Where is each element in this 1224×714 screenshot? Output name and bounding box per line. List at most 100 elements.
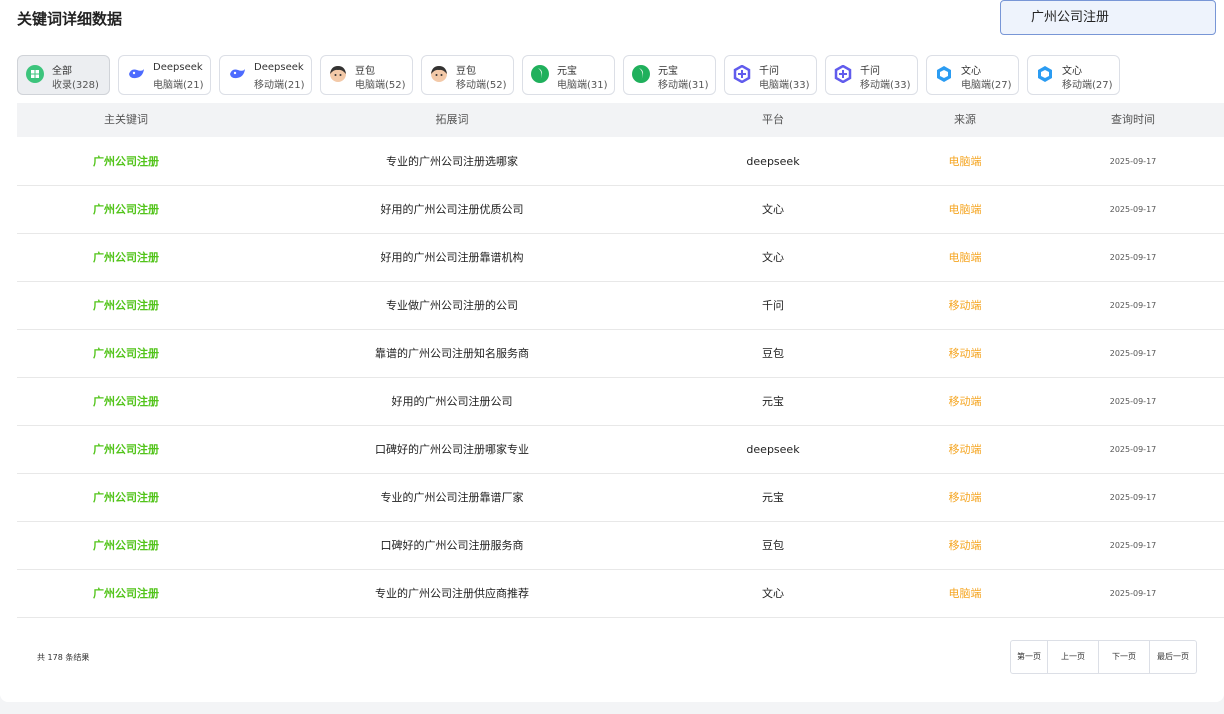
- table-cell: 广州公司注册: [93, 443, 159, 456]
- table-cell: 移动端: [948, 299, 982, 312]
- table-cell: 广州公司注册: [93, 347, 159, 360]
- table-cell: 文心: [762, 587, 784, 600]
- table-cell: 移动端: [948, 443, 982, 456]
- table-cell: 专业的广州公司注册选哪家: [386, 155, 518, 168]
- filter-label: 移动端(27): [1062, 80, 1113, 91]
- table-cell: 专业的广州公司注册供应商推荐: [375, 587, 529, 600]
- table-cell: 广州公司注册: [93, 299, 159, 312]
- header-cell: 来源: [954, 113, 976, 126]
- header-cell: 主关键词: [104, 113, 148, 126]
- table-row: 广州公司注册 好用的广州公司注册公司 元宝 移动端 2025-09-17: [17, 378, 1224, 426]
- page-button[interactable]: 上一页: [1047, 641, 1098, 673]
- table-cell: 电脑端: [948, 251, 982, 264]
- filter-button[interactable]: 千问移动端(33): [825, 55, 918, 95]
- table-cell: deepseek: [746, 155, 800, 168]
- table-header: 主关键词 拓展词 平台 来源 查询时间: [17, 103, 1224, 137]
- filter-name: 元宝: [557, 66, 577, 77]
- table-cell: 电脑端: [948, 587, 982, 600]
- filter-button[interactable]: 全部 收录(328): [17, 55, 110, 95]
- platform-icon: [834, 65, 852, 83]
- table-cell: 移动端: [948, 491, 982, 504]
- table-cell: 靠谱的广州公司注册知名服务商: [375, 347, 529, 360]
- page-button[interactable]: 第一页: [1017, 652, 1041, 661]
- filter-name: Deepseek: [153, 62, 203, 73]
- filter-button[interactable]: 文心移动端(27): [1027, 55, 1120, 95]
- table-cell: 电脑端: [948, 203, 982, 216]
- filter-name: 豆包: [355, 66, 375, 77]
- filter-name: 千问: [860, 66, 880, 77]
- table-row: 广州公司注册 专业的广州公司注册供应商推荐 文心 电脑端 2025-09-17: [17, 570, 1224, 618]
- platform-icon: [230, 69, 245, 79]
- table-cell: 2025-09-17: [1109, 397, 1157, 406]
- filter-button[interactable]: 文心电脑端(27): [926, 55, 1019, 95]
- filter-button[interactable]: 豆包移动端(52): [421, 55, 514, 95]
- table-cell: 2025-09-17: [1109, 205, 1157, 214]
- filter-button[interactable]: 元宝移动端(31): [623, 55, 716, 95]
- filter-button[interactable]: Deepseek 电脑端(21): [118, 55, 211, 95]
- filter-label: 移动端(21): [254, 80, 305, 91]
- table-cell: 好用的广州公司注册公司: [391, 395, 513, 408]
- table-cell: 豆包: [762, 539, 784, 552]
- filter-label: 电脑端(21): [153, 80, 204, 91]
- platform-icon: [733, 65, 751, 83]
- table-row: 广州公司注册 专业的广州公司注册靠谱厂家 元宝 移动端 2025-09-17: [17, 474, 1224, 522]
- table-cell: 2025-09-17: [1109, 589, 1157, 598]
- page-button[interactable]: 最后一页: [1149, 641, 1196, 673]
- search-box[interactable]: 广州公司注册: [1000, 0, 1216, 35]
- filter-button[interactable]: 豆包电脑端(52): [320, 55, 413, 95]
- table-cell: 千问: [762, 299, 784, 312]
- filter-label: 电脑端(52): [355, 80, 406, 91]
- filter-name: 豆包: [456, 66, 476, 77]
- table-row: 广州公司注册 专业的广州公司注册选哪家 deepseek 电脑端 2025-09-17: [17, 138, 1224, 186]
- filter-label: 收录(328): [52, 80, 99, 91]
- filter-label: 电脑端(27): [961, 80, 1012, 91]
- table-cell: 电脑端: [948, 155, 982, 168]
- table-cell: deepseek: [746, 443, 800, 456]
- filter-label: 电脑端(33): [759, 80, 810, 91]
- table-cell: 广州公司注册: [93, 155, 159, 168]
- table-cell: 好用的广州公司注册优质公司: [380, 203, 524, 216]
- filter-name: 文心: [961, 66, 981, 77]
- table-cell: 广州公司注册: [93, 203, 159, 216]
- filter-name: 元宝: [658, 66, 678, 77]
- filter-button[interactable]: 千问电脑端(33): [724, 55, 817, 95]
- filter-button[interactable]: 元宝电脑端(31): [522, 55, 615, 95]
- table-cell: 广州公司注册: [93, 251, 159, 264]
- pagination: 第一页 上一页 下一页 最后一页: [1010, 640, 1197, 674]
- header-cell: 拓展词: [435, 113, 469, 126]
- table-cell: 2025-09-17: [1109, 541, 1157, 550]
- filter-button[interactable]: Deepseek 移动端(21): [219, 55, 312, 95]
- platform-icon: [937, 66, 951, 82]
- table-row: 广州公司注册 专业做广州公司注册的公司 千问 移动端 2025-09-17: [17, 282, 1224, 330]
- table-cell: 2025-09-17: [1109, 157, 1157, 166]
- table-cell: 2025-09-17: [1109, 493, 1157, 502]
- filter-label: 电脑端(31): [557, 80, 608, 91]
- table-cell: 2025-09-17: [1109, 349, 1157, 358]
- table-cell: 移动端: [948, 539, 982, 552]
- table-cell: 专业的广州公司注册靠谱厂家: [380, 491, 524, 504]
- filter-label: 移动端(31): [658, 80, 709, 91]
- table-cell: 口碑好的广州公司注册服务商: [380, 539, 524, 552]
- table-cell: 移动端: [948, 395, 982, 408]
- filter-name: Deepseek: [254, 62, 304, 73]
- filter-label: 移动端(52): [456, 80, 507, 91]
- table-cell: 广州公司注册: [93, 587, 159, 600]
- filter-name: 文心: [1062, 66, 1082, 77]
- table-row: 广州公司注册 好用的广州公司注册靠谱机构 文心 电脑端 2025-09-17: [17, 234, 1224, 282]
- table-cell: 元宝: [762, 395, 784, 408]
- page-button[interactable]: 下一页: [1098, 641, 1149, 673]
- table-cell: 口碑好的广州公司注册哪家专业: [375, 443, 529, 456]
- result-count: 共 178 条结果: [37, 653, 90, 662]
- page-title: 关键词详细数据: [17, 10, 123, 28]
- filter-name: 千问: [759, 66, 779, 77]
- platform-icon: [431, 66, 447, 82]
- filter-label: 移动端(33): [860, 80, 911, 91]
- table-cell: 移动端: [948, 347, 982, 360]
- table-row: 广州公司注册 口碑好的广州公司注册哪家专业 deepseek 移动端 2025-09-1…: [17, 426, 1224, 474]
- table-cell: 元宝: [762, 491, 784, 504]
- table-row: 广州公司注册 口碑好的广州公司注册服务商 豆包 移动端 2025-09-17: [17, 522, 1224, 570]
- header-cell: 查询时间: [1111, 113, 1155, 126]
- table-cell: 广州公司注册: [93, 491, 159, 504]
